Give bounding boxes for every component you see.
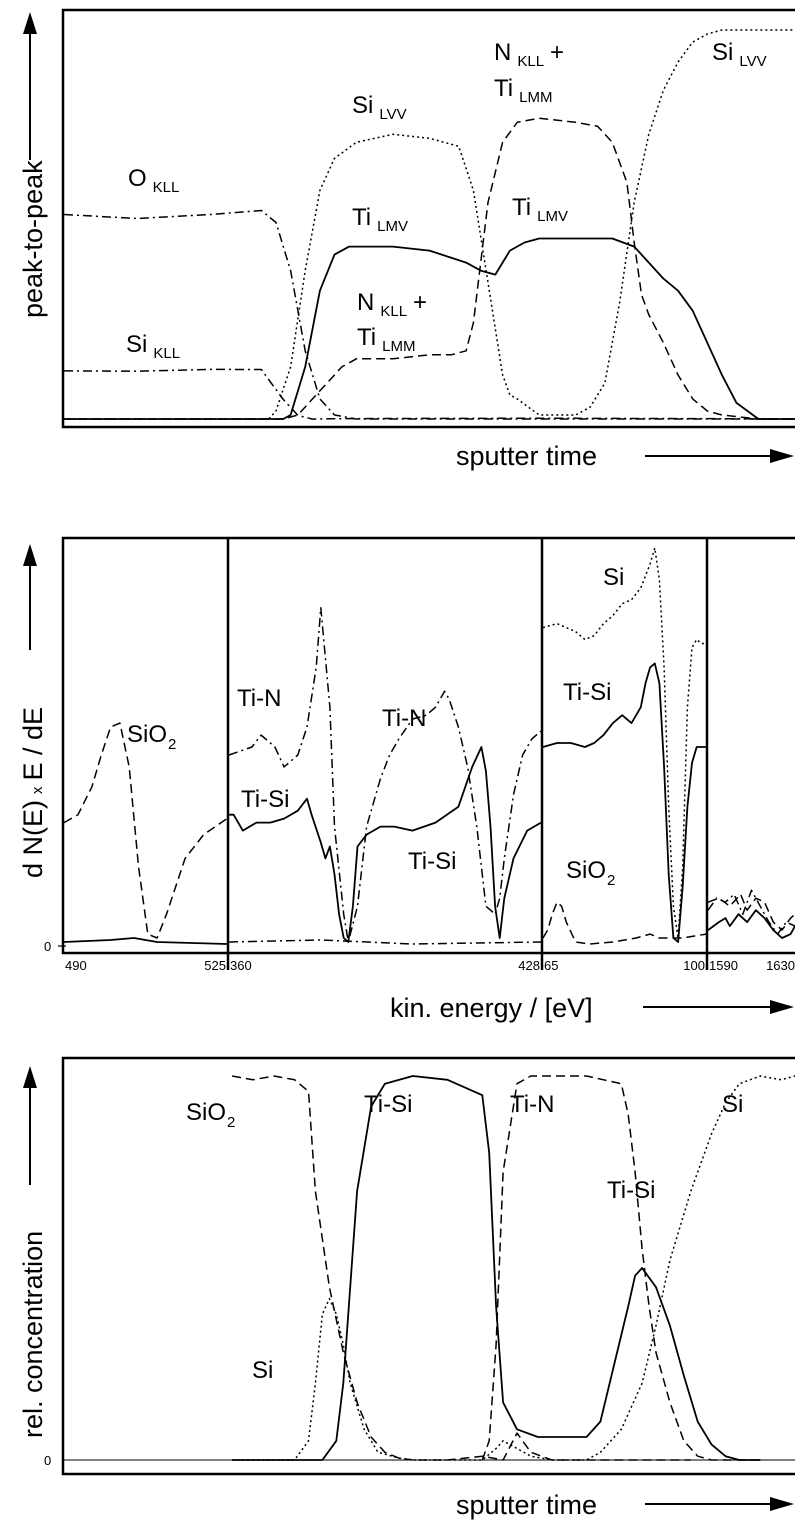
series-line-mid-seg1-baseline bbox=[63, 937, 228, 945]
label-sio2-left: SiO2 bbox=[127, 721, 176, 753]
y-axis-arrowhead-top bbox=[23, 12, 37, 34]
x-axis-arrowhead-bottom bbox=[770, 1497, 794, 1511]
y-axis-label-top-text: peak-to-peak bbox=[18, 160, 48, 318]
series-line-mid-seg2-baseline bbox=[228, 939, 542, 945]
y-axis-arrowhead-middle bbox=[23, 544, 37, 566]
x-axis-label-top: sputter time bbox=[456, 441, 597, 471]
label-ti-si-bottom-1: Ti-Si bbox=[364, 1091, 412, 1118]
series-line-mid-seg4-a bbox=[707, 909, 795, 939]
series-line-mid-seg3-sio2 bbox=[542, 901, 707, 945]
series-line-top-n-kll-ti-lmm bbox=[64, 117, 795, 420]
series-line-mid-seg3-ti-si bbox=[542, 662, 706, 943]
range-label-428: 428 bbox=[518, 958, 540, 973]
label-ti-si-2: Ti-Si bbox=[408, 848, 456, 875]
series-line-top-si-lvv bbox=[64, 29, 795, 420]
series-group-top bbox=[63, 29, 795, 420]
series-line-top-si-kll bbox=[63, 368, 795, 420]
series-line-mid-seg2-ti-si bbox=[229, 746, 542, 943]
x-axis-label-bottom: sputter time bbox=[456, 1490, 597, 1520]
label-o-kll: O KLL bbox=[128, 165, 179, 196]
zero-label-bottom: 0 bbox=[44, 1453, 51, 1468]
series-line-bottom-ti-si bbox=[232, 1075, 761, 1461]
series-line-top-ti-lmv bbox=[64, 237, 795, 420]
label-si-middle: Si bbox=[603, 564, 624, 591]
label-ti-n-2: Ti-N bbox=[382, 705, 426, 732]
range-label-490: 490 bbox=[65, 958, 87, 973]
x-axis-label-middle: kin. energy / [eV] bbox=[390, 993, 593, 1023]
series-line-mid-seg1-sio2 bbox=[63, 722, 228, 939]
range-label-65: 65 bbox=[544, 958, 558, 973]
series-group-bottom bbox=[231, 1075, 795, 1461]
zero-label-middle: 0 bbox=[44, 939, 51, 954]
panel-bottom-concentration: 0 rel. concentration sputter time SiO2 T… bbox=[18, 1056, 795, 1520]
series-line-top-o-kll bbox=[63, 209, 795, 420]
label-sio2-bottom: SiO2 bbox=[186, 1099, 235, 1131]
panel-top-sputter-profile: peak-to-peak sputter time O KLL Si KLL Si L… bbox=[18, 8, 795, 471]
label-ti-lmv-1: Ti LMV bbox=[352, 204, 408, 235]
range-label-100: 100 bbox=[683, 958, 705, 973]
range-label-1630: 1630 bbox=[766, 958, 795, 973]
label-ti-n-bottom: Ti-N bbox=[510, 1091, 554, 1118]
range-label-360: 360 bbox=[230, 958, 252, 973]
label-ti-n-1: Ti-N bbox=[237, 685, 281, 712]
label-n-kll-mid: N KLL + bbox=[357, 289, 427, 320]
label-ti-lmm-mid: Ti LMM bbox=[357, 324, 415, 355]
y-axis-arrowhead-bottom bbox=[23, 1066, 37, 1088]
label-n-kll-top: N KLL + bbox=[494, 39, 564, 70]
series-group-middle bbox=[63, 547, 795, 945]
y-axis-label-bottom: rel. concentration bbox=[18, 1231, 48, 1438]
series-line-mid-seg4-c bbox=[707, 889, 795, 935]
label-si-lvv-1: Si LVV bbox=[352, 92, 407, 123]
label-si-kll: Si KLL bbox=[126, 331, 180, 362]
label-ti-lmm-top: Ti LMM bbox=[494, 75, 552, 106]
y-axis-label-top: peak-to-peak bbox=[18, 160, 48, 318]
series-line-bottom-ti-n bbox=[481, 1075, 761, 1461]
y-axis-label-middle-text: d N(E)xE / dE bbox=[18, 707, 48, 878]
label-si-lvv-2: Si LVV bbox=[712, 39, 767, 70]
series-line-bottom-si bbox=[232, 1075, 795, 1461]
series-line-bottom-sio2 bbox=[231, 1075, 691, 1461]
label-ti-si-3: Ti-Si bbox=[563, 679, 611, 706]
range-label-525: 525 bbox=[204, 958, 226, 973]
plot-frame-bottom bbox=[61, 1056, 795, 1476]
y-axis-label-middle: d N(E)xE / dE bbox=[18, 707, 48, 878]
y-axis-label-bottom-text: rel. concentration bbox=[18, 1231, 48, 1438]
panel-middle-spectra: 0 490 525 360 428 65 100 1590 1630 d N(E… bbox=[18, 536, 795, 1023]
range-label-1590: 1590 bbox=[709, 958, 738, 973]
label-ti-si-1: Ti-Si bbox=[241, 786, 289, 813]
plot-frame-top bbox=[61, 8, 795, 429]
x-axis-arrowhead-top bbox=[770, 449, 794, 463]
label-si-bottom-1: Si bbox=[252, 1357, 273, 1384]
series-line-mid-seg2-ti-n bbox=[228, 606, 542, 943]
label-ti-si-bottom-2: Ti-Si bbox=[607, 1177, 655, 1204]
x-axis-arrowhead-middle bbox=[770, 1000, 794, 1014]
label-sio2-right: SiO2 bbox=[566, 857, 615, 889]
label-si-bottom-2: Si bbox=[722, 1091, 743, 1118]
label-ti-lmv-2: Ti LMV bbox=[512, 194, 568, 225]
series-line-mid-seg4-b bbox=[707, 893, 795, 931]
